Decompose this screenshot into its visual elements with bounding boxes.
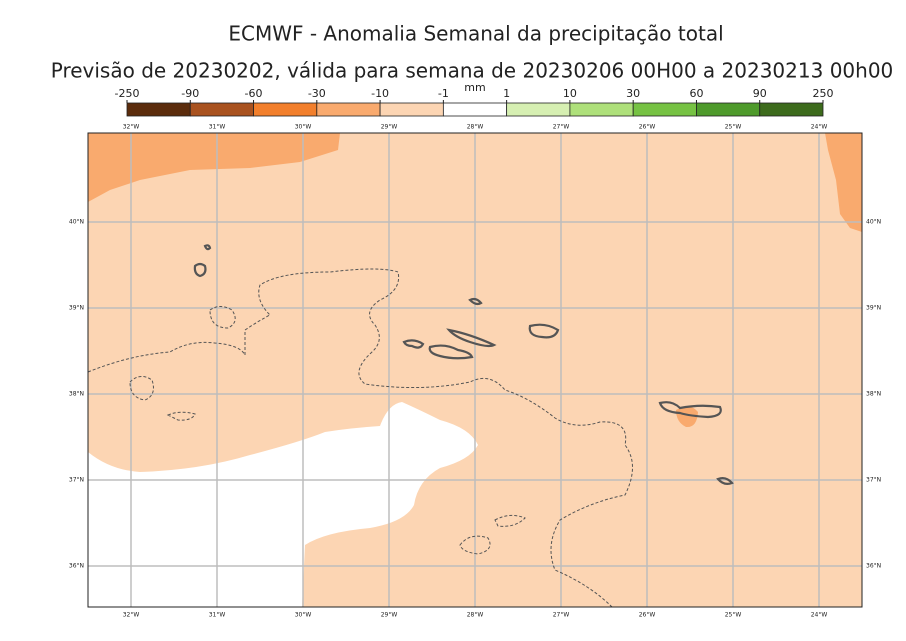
colorbar-segment (442, 102, 508, 117)
lon-label: 31°W (209, 612, 226, 619)
contour-line (129, 376, 154, 401)
lat-label: 36°N (866, 563, 881, 570)
lat-label: 40°N (866, 219, 881, 226)
lon-label: 28°W (467, 124, 484, 131)
colorbar-label: 1 (503, 87, 510, 100)
island (203, 244, 212, 251)
colorbar-label: -10 (371, 87, 389, 100)
colorbar-segment (506, 102, 571, 117)
island (468, 297, 483, 306)
colorbar-unit: mm (464, 81, 485, 94)
island (716, 477, 734, 485)
colorbar-label: -250 (115, 87, 140, 100)
colorbar-label: -90 (181, 87, 199, 100)
lon-label: 28°W (467, 612, 484, 619)
anomaly-region (825, 133, 862, 232)
contour-line (209, 306, 236, 329)
lon-label: 29°W (381, 124, 398, 131)
colorbar-label: 250 (813, 87, 834, 100)
contour-line (166, 411, 196, 421)
colorbar-label: 60 (689, 87, 703, 100)
subtitle: Previsão de 20230202, válida para semana… (51, 59, 894, 83)
title: ECMWF - Anomalia Semanal da precipitação… (228, 22, 723, 46)
lon-label: 27°W (553, 124, 570, 131)
colorbar-label: -60 (245, 87, 263, 100)
lat-label: 36°N (69, 563, 84, 570)
colorbar-segment (379, 102, 444, 117)
colorbar-segment (253, 102, 318, 117)
colorbar-segment (632, 102, 697, 117)
lon-label: 25°W (725, 612, 742, 619)
lon-label: 32°W (123, 612, 140, 619)
colorbar-segment (126, 102, 191, 117)
colorbar-segment (696, 102, 761, 117)
colorbar-label: -1 (438, 87, 449, 100)
lon-label: 26°W (639, 612, 656, 619)
island (658, 401, 722, 419)
contour-line (494, 514, 526, 527)
colorbar-segment (189, 102, 254, 117)
axis-labels: 32°W 32°W 31°W 31°W 30°W 30°W 29°W 29°W 28°W 28°W… (69, 124, 881, 619)
lat-label: 39°N (866, 305, 881, 312)
lon-label: 31°W (209, 124, 226, 131)
colorbar-segment (759, 102, 824, 117)
lon-label: 30°W (295, 612, 312, 619)
anomaly-region (88, 402, 478, 607)
colorbar-segment (569, 102, 634, 117)
lat-label: 39°N (69, 305, 84, 312)
colorbar-segment (316, 102, 381, 117)
anomaly-region (676, 406, 698, 428)
island (193, 262, 207, 278)
lat-label: 40°N (69, 219, 84, 226)
lon-label: 32°W (123, 124, 140, 131)
graticule (88, 133, 862, 607)
lon-label: 24°W (811, 124, 828, 131)
map-frame (87, 132, 863, 608)
colorbar: -250 -90 -60 -30 -10 -1 1 10 30 60 90 250 (115, 87, 834, 117)
island (446, 328, 497, 348)
lat-label: 38°N (866, 391, 881, 398)
anomaly-region (88, 133, 340, 202)
contour-line (459, 535, 491, 555)
lat-label: 37°N (69, 477, 84, 484)
lon-label: 30°W (295, 124, 312, 131)
lon-label: 27°W (553, 612, 570, 619)
colorbar-label: 30 (626, 87, 640, 100)
lon-label: 29°W (381, 612, 398, 619)
island (528, 323, 560, 339)
lon-label: 26°W (639, 124, 656, 131)
colorbar-label: 90 (753, 87, 767, 100)
lat-label: 38°N (69, 391, 84, 398)
lon-label: 25°W (725, 124, 742, 131)
island (428, 344, 474, 360)
colorbar-label: -30 (308, 87, 326, 100)
lon-label: 24°W (811, 612, 828, 619)
map (88, 133, 862, 607)
island (402, 339, 425, 349)
lat-label: 37°N (866, 477, 881, 484)
contour-line (88, 268, 633, 607)
colorbar-label: 10 (563, 87, 577, 100)
